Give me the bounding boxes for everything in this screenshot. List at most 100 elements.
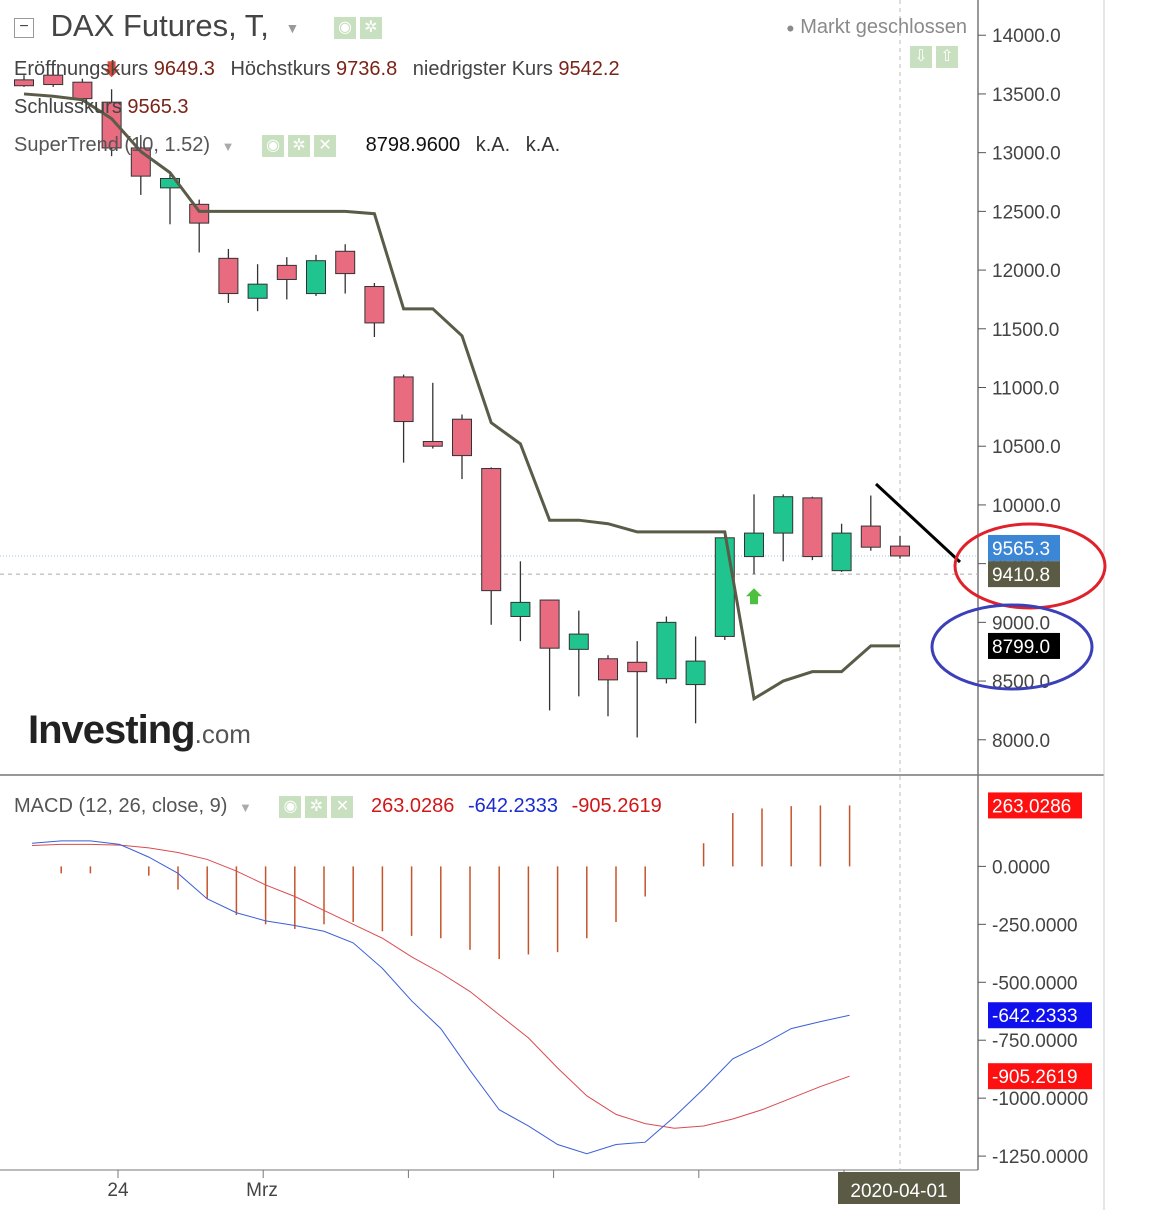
macd-label[interactable]: MACD (12, 26, close, 9) [14, 795, 228, 817]
arrow-up-icon[interactable]: ⇧ [936, 46, 958, 68]
eye-icon[interactable]: ◉ [279, 795, 302, 818]
chevron-down-icon[interactable]: ▼ [285, 19, 300, 36]
supertrend-price-tag: 8799.0 [992, 637, 1050, 658]
candle-body[interactable] [393, 376, 414, 423]
candle-body[interactable] [773, 496, 794, 534]
candle-body[interactable] [364, 286, 385, 324]
candle-body[interactable] [568, 633, 589, 650]
supertrend-extra-1: k.A. [475, 134, 511, 156]
high-label: Höchstkurs [230, 58, 331, 80]
annotation-red-circle [953, 522, 1107, 610]
candle-body[interactable] [860, 525, 881, 548]
candle-body[interactable] [101, 101, 122, 149]
candle-body[interactable] [218, 257, 239, 295]
close-row: Schlusskurs 9565.3 [14, 96, 189, 119]
gear-icon[interactable]: ✲ [305, 795, 328, 818]
y-tick-label: 11500.0 [992, 320, 1059, 341]
close-value: 9565.3 [127, 96, 189, 118]
status-dot-icon: ● [786, 19, 795, 36]
x-tick-label: Mrz [246, 1180, 278, 1201]
high-value: 9736.8 [336, 58, 398, 80]
macd-y-tick-label: -500.0000 [992, 973, 1078, 994]
supertrend-line [23, 92, 900, 702]
date-tag-bg [838, 1172, 960, 1204]
candle-body[interactable] [627, 661, 648, 673]
crosshair-price-tag-bg [988, 561, 1060, 588]
macd-signal-tag-bg [988, 1063, 1092, 1090]
candle-body[interactable] [656, 621, 677, 680]
candle-body[interactable] [189, 203, 210, 224]
open-label: Eröffnungskurs [14, 58, 149, 80]
y-tick-label: 10500.0 [992, 437, 1061, 458]
macd-y-tick-label: 0.0000 [992, 857, 1050, 878]
candle-body[interactable] [452, 418, 472, 457]
candle-body[interactable] [14, 79, 34, 87]
macd-signal-line [31, 843, 850, 1129]
last-price-tag-bg [988, 534, 1060, 561]
market-status: ● Markt geschlossen [786, 16, 967, 39]
macd-y-tick-label: -1000.0000 [992, 1089, 1088, 1110]
eye-icon[interactable]: ◉ [333, 16, 356, 39]
supertrend-value: 8798.9600 [365, 134, 461, 156]
supertrend-legend: SuperTrend (10, 1.52) ▼ ◉ ✲ ✕ 8798.9600 k.… [14, 134, 560, 157]
collapse-icon[interactable]: − [14, 17, 34, 38]
candle-body[interactable] [598, 658, 618, 681]
candle-body[interactable] [276, 264, 297, 280]
candle-body[interactable] [831, 532, 852, 572]
market-status-label: Markt geschlossen [800, 16, 967, 38]
eye-icon[interactable]: ◉ [262, 134, 285, 157]
gear-icon[interactable]: ✲ [359, 16, 382, 39]
supertrend-label[interactable]: SuperTrend (10, 1.52) [14, 134, 211, 156]
macd-signal-value: -905.2619 [571, 795, 662, 817]
macd-legend: MACD (12, 26, close, 9) ▼ ◉ ✲ ✕ 263.0286 -… [14, 795, 662, 818]
candle-body[interactable] [802, 497, 823, 558]
candle-body[interactable] [306, 260, 326, 295]
candle-body[interactable] [422, 441, 443, 447]
last-price-tag: 9565.3 [992, 539, 1050, 560]
y-tick-label: 8000.0 [992, 731, 1050, 752]
y-tick-label: 14000.0 [992, 26, 1061, 47]
crosshair-price-tag: 9410.8 [992, 565, 1050, 586]
close-label: Schlusskurs [14, 96, 122, 118]
chart-title[interactable]: DAX Futures, T, [50, 8, 269, 43]
chart-title-row: − DAX Futures, T, ▼ ◉ ✲ [14, 8, 386, 44]
annotation-blue-circle [930, 603, 1094, 691]
y-tick-label: 9000.0 [992, 613, 1050, 634]
candle-body[interactable] [685, 660, 706, 686]
buy-arrow-icon [746, 588, 762, 605]
macd-y-tick-label: -750.0000 [992, 1031, 1078, 1052]
candle-body[interactable] [247, 283, 268, 299]
macd-hist-value: 263.0286 [370, 795, 455, 817]
macd-y-tick-label: -1250.0000 [992, 1147, 1088, 1168]
macd-line-value: -642.2333 [467, 795, 559, 817]
gear-icon[interactable]: ✲ [288, 134, 311, 157]
y-tick-label: 12500.0 [992, 202, 1061, 223]
candle-body[interactable] [890, 545, 910, 557]
candle-body[interactable] [714, 537, 735, 637]
candle-body[interactable] [510, 601, 531, 617]
macd-hist-tag: 263.0286 [992, 796, 1071, 817]
low-value: 9542.2 [558, 58, 620, 80]
y-tick-label: 12000.0 [992, 261, 1061, 282]
macd-line-tag: -642.2333 [992, 1006, 1078, 1027]
close-icon[interactable]: ✕ [314, 134, 337, 157]
macd-line-tag-bg [988, 1002, 1092, 1029]
candle-body[interactable] [335, 250, 356, 275]
chevron-down-icon[interactable]: ▼ [221, 139, 235, 154]
candle-body[interactable] [481, 468, 502, 592]
macd-hist-tag-bg [988, 792, 1082, 819]
sell-arrow-icon [103, 61, 120, 78]
candle-body[interactable] [744, 532, 764, 558]
candle-body[interactable] [43, 74, 64, 86]
supertrend-extra-2: k.A. [525, 134, 561, 156]
open-value: 9649.3 [153, 58, 215, 80]
arrow-down-icon[interactable]: ⇩ [910, 46, 932, 68]
close-icon[interactable]: ✕ [331, 795, 354, 818]
logo-suffix: .com [194, 719, 251, 749]
logo-main: Investing [28, 708, 196, 752]
candle-body[interactable] [539, 599, 560, 649]
chevron-down-icon[interactable]: ▼ [238, 800, 252, 815]
y-tick-label: 11000.0 [992, 379, 1059, 400]
